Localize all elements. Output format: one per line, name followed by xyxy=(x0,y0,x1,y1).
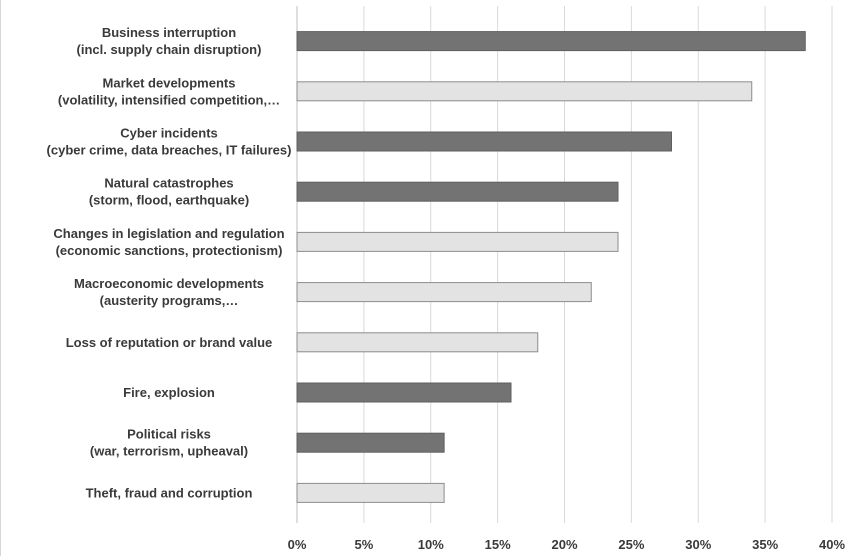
bar xyxy=(296,81,753,102)
category-label-line: Business interruption xyxy=(102,25,236,40)
category-label-line: Market developments xyxy=(103,75,236,90)
bars xyxy=(296,31,806,503)
category-label: Political risks (war, terrorism, upheaval… xyxy=(90,427,248,459)
x-tick-label: 0% xyxy=(288,537,307,552)
bar xyxy=(296,382,512,403)
category-label: Theft, fraud and corruption xyxy=(86,485,253,500)
category-labels: Business interruption (incl. supply chain… xyxy=(47,25,292,500)
bar xyxy=(296,131,672,152)
x-tick-label: 10% xyxy=(418,537,444,552)
category-label: Cyber incidents (cyber crime, data breach… xyxy=(47,126,292,158)
bar xyxy=(296,432,445,453)
bar xyxy=(296,482,445,503)
category-label-line: Changes in legislation and regulation xyxy=(53,226,284,241)
category-label-line: Macroeconomic developments xyxy=(74,276,264,291)
x-tick-label: 30% xyxy=(685,537,711,552)
x-tick-label: 5% xyxy=(354,537,373,552)
category-label-line: Loss of reputation or brand value xyxy=(66,335,273,350)
bar xyxy=(296,282,592,303)
bar xyxy=(296,231,619,252)
category-label: Fire, explosion xyxy=(123,385,215,400)
bar xyxy=(296,181,619,202)
category-label-line: (storm, flood, earthquake) xyxy=(89,193,249,208)
category-label-line: (economic sanctions, protectionism) xyxy=(56,243,283,258)
bar xyxy=(296,31,806,52)
category-label-line: (cyber crime, data breaches, IT failures… xyxy=(47,143,292,158)
x-tick-label: 25% xyxy=(618,537,644,552)
category-label: Loss of reputation or brand value xyxy=(66,335,273,350)
category-label-line: Fire, explosion xyxy=(123,385,215,400)
category-label: Macroeconomic developments (austerity pro… xyxy=(74,276,264,308)
category-label-line: Political risks xyxy=(127,427,211,442)
category-label-line: (volatility, intensified competition,… xyxy=(58,92,280,107)
x-tick-label: 40% xyxy=(819,537,845,552)
category-label: Business interruption (incl. supply chain… xyxy=(77,25,262,57)
category-label-line: Theft, fraud and corruption xyxy=(86,485,253,500)
category-label-line: Natural catastrophes xyxy=(104,176,233,191)
x-tick-label: 35% xyxy=(752,537,778,552)
x-tick-label: 20% xyxy=(551,537,577,552)
bar xyxy=(296,332,539,353)
category-label: Market developments (volatility, intensif… xyxy=(58,75,280,107)
category-label-line: (incl. supply chain disruption) xyxy=(77,42,262,57)
category-label-line: (war, terrorism, upheaval) xyxy=(90,444,248,459)
category-label-line: Cyber incidents xyxy=(120,126,218,141)
category-label: Changes in legislation and regulation (ec… xyxy=(53,226,284,258)
category-label: Natural catastrophes (storm, flood, earth… xyxy=(89,176,249,208)
x-tick-label: 15% xyxy=(485,537,511,552)
category-label-line: (austerity programs,… xyxy=(100,293,239,308)
x-tick-labels: 0% 5% 10% 15% 20% 25% 30% 35% 40% xyxy=(288,537,846,552)
